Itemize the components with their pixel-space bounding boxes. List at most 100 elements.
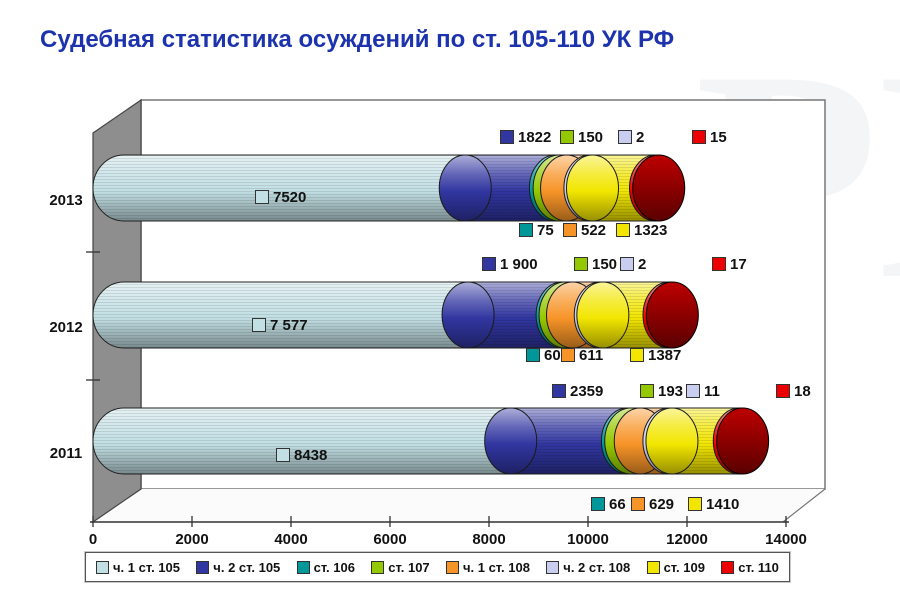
bar-end-cap: [716, 407, 770, 475]
legend-label: ст. 107: [388, 559, 430, 575]
value-label-text: 18: [794, 382, 811, 400]
value-label-swatch: [616, 223, 630, 237]
value-label: 629: [631, 496, 674, 513]
legend-swatch: [196, 560, 210, 574]
value-label-swatch: [500, 130, 514, 144]
value-label: 150: [560, 128, 604, 146]
bar-end-cap: [645, 281, 699, 349]
value-label-text: 17: [730, 255, 747, 273]
legend-item: ст. 109: [646, 560, 705, 575]
legend-swatch: [445, 560, 459, 574]
value-label: 60: [526, 346, 561, 364]
value-label-text: 8438: [294, 446, 328, 464]
legend-label: ч. 2 ст. 105: [213, 559, 281, 575]
value-label-text: 7520: [273, 188, 307, 206]
value-label-swatch: [631, 497, 645, 511]
value-label-swatch: [712, 257, 726, 271]
value-label-text: 150: [578, 128, 604, 146]
value-label-swatch: [686, 384, 700, 398]
legend-item: ст. 107: [371, 559, 430, 575]
x-tick-label: 6000: [373, 531, 407, 548]
legend-label: ст. 110: [738, 559, 779, 575]
value-label-swatch: [688, 497, 702, 511]
value-label-swatch: [552, 384, 566, 398]
bar-segment-cap: [645, 407, 699, 475]
value-label-text: 193: [658, 382, 684, 400]
x-tick-label: 0: [88, 531, 98, 548]
value-label: 193: [640, 382, 684, 400]
value-label-swatch: [519, 223, 533, 237]
x-tick-label: 14000: [765, 531, 807, 548]
bar-segment-cap: [438, 154, 492, 222]
value-label-text: 611: [579, 346, 604, 364]
value-label-swatch: [574, 257, 588, 271]
value-label: 15: [692, 128, 727, 146]
value-label-text: 15: [710, 128, 727, 146]
legend-label: ч. 1 ст. 108: [462, 559, 530, 575]
legend-item: ч. 2 ст. 105: [196, 560, 280, 575]
x-tick-label: 10000: [567, 531, 609, 548]
x-tick-label: 12000: [666, 531, 708, 548]
value-label-text: 11: [704, 382, 720, 400]
value-label: 18: [776, 382, 811, 400]
legend-swatch: [721, 560, 735, 574]
category-label: 2011: [49, 445, 83, 462]
bar-segment-texture: [93, 408, 511, 474]
value-label-swatch: [620, 257, 634, 271]
bar-segment-texture: [93, 155, 466, 221]
legend-swatch: [546, 560, 560, 574]
value-label-text: 522: [581, 221, 607, 239]
value-label: 7520: [255, 188, 307, 206]
category-label: 2012: [49, 319, 83, 336]
value-label-swatch: [618, 130, 632, 144]
chart-title: Судебная статистика осуждений по ст. 105…: [40, 26, 675, 53]
value-label: 17: [712, 255, 747, 273]
value-label: 2: [620, 255, 647, 273]
value-label-text: 2: [638, 255, 647, 273]
value-label-swatch: [561, 348, 575, 362]
legend-label: ч. 1 ст. 105: [113, 559, 180, 575]
value-label-text: 1323: [634, 221, 668, 239]
value-label-swatch: [276, 448, 290, 462]
value-label-text: 75: [537, 221, 554, 239]
value-label-text: 7 577: [270, 316, 308, 334]
bar-end-cap: [632, 154, 686, 222]
value-label: 66: [591, 496, 626, 513]
value-label-text: 2: [636, 128, 645, 146]
value-label: 611: [561, 346, 604, 364]
value-label-swatch: [776, 384, 790, 398]
value-label: 150: [574, 256, 617, 273]
legend-swatch: [96, 560, 109, 574]
value-label-text: 1 900: [500, 255, 538, 273]
value-label: 1822: [500, 128, 552, 146]
x-tick-label: 4000: [274, 531, 308, 548]
x-tick-label: 8000: [472, 531, 506, 548]
legend-item: ч. 1 ст. 105: [96, 560, 180, 575]
bar-segment-cap: [576, 281, 630, 349]
value-label-text: 1822: [518, 128, 552, 146]
floor-right-edge: [782, 488, 826, 523]
legend-swatch: [296, 560, 310, 574]
value-label-swatch: [252, 318, 266, 332]
legend-item: ст. 110: [721, 560, 779, 575]
value-label: 11: [686, 382, 720, 400]
value-label-text: 2359: [570, 382, 604, 400]
value-label: 1323: [616, 221, 668, 239]
value-label-swatch: [640, 384, 654, 398]
value-label-swatch: [591, 497, 605, 511]
bar-segment-cap: [484, 407, 538, 475]
value-label-swatch: [692, 130, 706, 144]
value-label-swatch: [630, 348, 644, 362]
value-label: 2: [618, 128, 645, 146]
value-label: 7 577: [252, 316, 308, 334]
value-label: 1387: [630, 347, 681, 364]
category-label: 2013: [49, 192, 83, 209]
value-label-swatch: [255, 190, 269, 204]
value-label: 522: [563, 221, 607, 239]
legend-item: ст. 106: [296, 560, 355, 575]
value-label: 75: [519, 221, 554, 239]
legend-label: ч. 2 ст. 108: [563, 559, 631, 575]
value-label-text: 60: [544, 346, 561, 364]
